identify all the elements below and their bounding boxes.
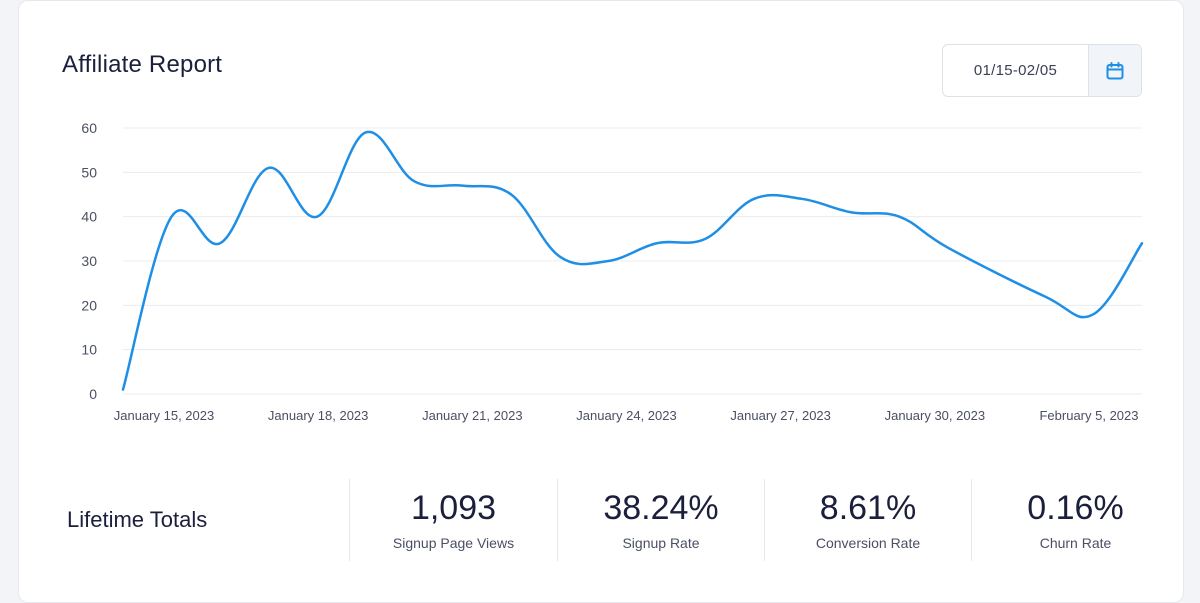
x-tick-label: January 15, 2023 [114,408,214,423]
y-tick-label: 30 [81,253,97,269]
stat-conversion-rate: 8.61% Conversion Rate [764,479,971,561]
stat-label: Conversion Rate [815,535,921,551]
series-line [121,130,1144,391]
date-range-picker[interactable]: 01/15-02/05 [942,44,1142,97]
stat-value: 8.61% [819,489,917,527]
x-tick-label: January 30, 2023 [885,408,985,423]
affiliate-report-card: Affiliate Report 01/15-02/05 0 10 20 30 40 50… [18,0,1184,603]
y-tick-label: 10 [81,342,97,358]
calendar-icon [1106,61,1124,79]
stat-value: 0.16% [1027,489,1124,527]
y-tick-label: 20 [81,297,97,313]
stat-label: Churn Rate [1039,535,1112,551]
lifetime-totals: Lifetime Totals 1,093 Signup Page Views … [19,479,1185,561]
stat-label: Signup Page Views [392,535,515,551]
stat-signup-page-views: 1,093 Signup Page Views [349,479,557,561]
stat-value: 38.24% [603,489,719,527]
stat-signup-rate: 38.24% Signup Rate [557,479,764,561]
x-tick-label: January 21, 2023 [422,408,522,423]
y-tick-label: 50 [81,164,97,180]
stat-churn-rate: 0.16% Churn Rate [971,479,1179,561]
y-tick-label: 40 [81,209,97,225]
x-tick-label: January 24, 2023 [576,408,676,423]
lifetime-totals-label: Lifetime Totals [67,507,208,532]
date-range-value[interactable]: 01/15-02/05 [973,62,1058,79]
x-tick-label: January 27, 2023 [730,408,830,423]
report-title: Affiliate Report [62,51,223,78]
x-tick-label: January 18, 2023 [268,408,368,423]
stat-label: Signup Rate [622,535,700,551]
calendar-button[interactable] [1088,45,1141,96]
x-tick-label: February 5, 2023 [1039,408,1138,423]
stat-value: 1,093 [410,489,497,527]
y-tick-label: 0 [89,386,97,402]
y-tick-label: 60 [81,120,97,136]
affiliate-line-chart: 0 10 20 30 40 50 60 January 15, 2023 January 18,… [81,120,1144,423]
